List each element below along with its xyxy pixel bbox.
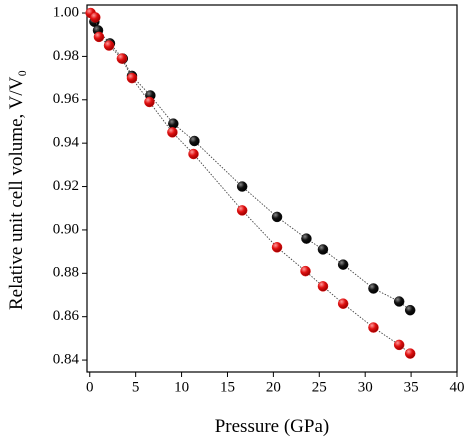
x-tick-label: 20 — [266, 379, 281, 395]
data-point — [189, 135, 200, 147]
data-point — [404, 348, 416, 359]
data-point — [144, 96, 155, 108]
y-tick-label: 0.94 — [53, 135, 80, 151]
data-point — [393, 339, 405, 351]
data-point — [236, 181, 248, 192]
data-point — [337, 259, 349, 270]
x-tick-label: 40 — [450, 379, 465, 395]
y-tick-label: 0.98 — [53, 48, 79, 64]
data-point — [271, 211, 283, 223]
data-point — [317, 244, 329, 255]
x-tick-label: 30 — [358, 379, 373, 395]
y-tick-label: 0.88 — [53, 265, 79, 281]
x-tick-label: 15 — [220, 379, 235, 395]
data-point — [167, 127, 178, 138]
y-tick-label: 0.84 — [53, 352, 80, 368]
data-point — [317, 281, 329, 292]
plot-frame — [86, 4, 458, 373]
data-point — [93, 31, 105, 43]
x-tick-label: 35 — [404, 379, 419, 395]
x-tick-label: 5 — [132, 379, 140, 395]
data-point — [188, 148, 199, 160]
y-tick-label: 1.00 — [53, 4, 79, 20]
y-tick-label: 0.86 — [53, 308, 80, 324]
x-tick-label: 25 — [312, 379, 327, 395]
data-point — [90, 12, 101, 23]
data-point — [337, 298, 349, 309]
data-point — [368, 322, 379, 333]
data-point — [103, 40, 115, 51]
y-axis-label: Relative unit cell volume, V/V₀ — [6, 70, 27, 310]
data-point — [236, 205, 248, 216]
data-point — [404, 304, 416, 316]
y-tick-label: 0.92 — [53, 178, 79, 194]
data-point — [126, 72, 138, 84]
y-tick-label: 0.96 — [53, 91, 80, 107]
data-point — [393, 296, 405, 307]
fit-line — [93, 21, 411, 311]
data-point — [300, 265, 311, 277]
data-point — [301, 233, 312, 244]
fit-line — [90, 12, 411, 354]
y-tick-label: 0.90 — [53, 221, 79, 237]
x-axis-label: Pressure (GPa) — [215, 416, 330, 437]
x-tick-label: 10 — [174, 379, 189, 395]
data-point — [168, 118, 179, 129]
data-point — [271, 242, 283, 253]
data-point — [116, 53, 128, 64]
x-tick-label: 0 — [86, 379, 94, 395]
data-point — [368, 283, 379, 294]
